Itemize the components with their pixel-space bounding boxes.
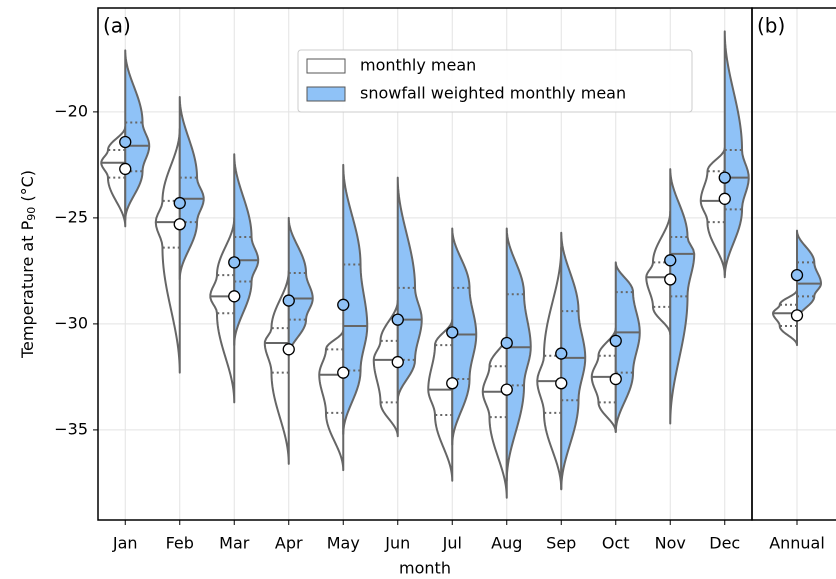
violin-half <box>233 153 260 347</box>
mean-marker <box>228 290 241 303</box>
violin-half <box>124 49 151 222</box>
mean-marker <box>664 273 677 286</box>
panel-label: (b) <box>757 14 785 38</box>
x-tick-label: Mar <box>219 534 250 553</box>
x-tick-label: Aug <box>491 534 522 553</box>
violin-half <box>209 216 236 404</box>
violin-half <box>505 227 532 482</box>
violin-half <box>287 216 314 357</box>
x-tick-label: Nov <box>655 534 686 553</box>
mean-marker <box>391 355 404 369</box>
y-label-text: Temperature at P <box>18 220 37 359</box>
violin-half <box>723 30 750 279</box>
y-tick-label: −25 <box>54 207 88 226</box>
x-tick-label: Feb <box>166 534 194 553</box>
x-axis-label: month <box>399 559 451 578</box>
mean-marker <box>446 326 459 339</box>
violin-half <box>263 269 290 465</box>
violins <box>100 30 822 499</box>
mean-marker <box>119 162 132 176</box>
panel-b-frame <box>751 7 836 521</box>
x-tick-label: Jul <box>442 534 462 553</box>
x-tick-label: May <box>327 534 360 553</box>
mean-marker <box>337 366 350 379</box>
mean-marker <box>555 377 568 390</box>
violin-half <box>772 288 798 347</box>
x-tick-label: Annual <box>769 534 825 553</box>
mean-marker <box>718 171 731 184</box>
mean-marker <box>609 372 622 386</box>
x-tick-label: Apr <box>275 534 303 553</box>
y-label-sub: 90 <box>25 207 38 221</box>
y-tick-label: −20 <box>54 101 88 120</box>
mean-marker <box>391 313 404 326</box>
mean-marker <box>664 254 677 267</box>
y-tick-label: −30 <box>54 313 88 332</box>
y-tick-label: −35 <box>54 419 88 438</box>
legend-swatch <box>306 86 346 102</box>
violin-half <box>154 127 181 374</box>
mean-marker <box>173 218 186 231</box>
violin-half <box>699 146 726 277</box>
violin-half <box>178 96 205 281</box>
mean-marker <box>119 135 132 149</box>
legend-box <box>297 49 693 113</box>
violin-half <box>100 125 127 228</box>
violin-half <box>645 210 672 336</box>
mean-marker <box>337 298 350 311</box>
mean-marker <box>500 336 513 350</box>
mean-marker <box>446 377 459 390</box>
mean-marker <box>790 309 804 322</box>
mean-marker <box>228 256 241 269</box>
legend: monthly mean snowfall weighted monthly me… <box>297 49 693 113</box>
violin-half <box>590 327 617 434</box>
legend-swatch <box>306 58 346 74</box>
violin-half <box>396 176 423 402</box>
y-axis-label: Temperature at P90 (°C) <box>18 170 39 359</box>
x-tick-label: Jun <box>384 534 410 553</box>
mean-marker <box>282 294 295 307</box>
x-tick-label: Jan <box>112 534 138 553</box>
violin-half <box>342 163 369 436</box>
x-tick-label: Sep <box>546 534 576 553</box>
y-label-unit: (°C) <box>18 170 37 207</box>
legend-label: snowfall weighted monthly mean <box>360 84 626 103</box>
mean-marker <box>609 334 622 348</box>
violin-half <box>614 261 641 434</box>
mean-marker <box>173 196 186 210</box>
violin-half <box>796 229 822 321</box>
violin-half <box>318 329 345 472</box>
violin-half <box>481 333 508 499</box>
x-tick-label: Dec <box>709 534 740 553</box>
panel-label: (a) <box>103 14 131 38</box>
mean-marker <box>282 343 295 356</box>
violin-half <box>536 246 563 491</box>
violin-half <box>560 231 587 491</box>
mean-marker <box>790 268 804 282</box>
x-tick-label: Oct <box>602 534 630 553</box>
mean-marker <box>500 383 513 396</box>
mean-marker <box>555 347 568 360</box>
violin-half <box>427 318 454 482</box>
mean-marker <box>718 192 731 205</box>
legend-label: monthly mean <box>360 56 476 75</box>
